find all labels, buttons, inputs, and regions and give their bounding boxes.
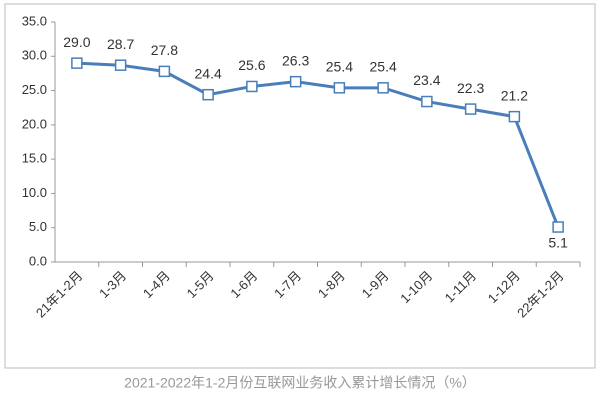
marker [114, 59, 127, 71]
y-tick-label: 0.0 [29, 253, 47, 268]
data-label: 23.4 [413, 72, 440, 88]
y-tick-label: 35.0 [22, 13, 47, 28]
data-label: 25.4 [326, 59, 353, 75]
data-label: 25.4 [370, 59, 397, 75]
y-tick-label: 20.0 [22, 116, 47, 131]
marker [421, 95, 433, 108]
data-label: 5.1 [548, 235, 568, 251]
marker [71, 57, 83, 69]
data-label: 29.0 [63, 34, 90, 50]
y-tick-label: 25.0 [22, 82, 47, 97]
chart-title: 2021-2022年1-2月份互联网业务收入累计增长情况（%） [124, 375, 476, 391]
y-tick-label: 15.0 [22, 151, 47, 166]
marker [552, 221, 564, 233]
marker [246, 80, 258, 93]
data-label: 28.7 [107, 36, 134, 52]
data-label: 26.3 [282, 52, 309, 68]
marker [289, 75, 302, 88]
marker [377, 82, 389, 94]
data-label: 21.2 [501, 87, 528, 103]
data-label: 27.8 [151, 42, 178, 58]
line [76, 61, 560, 228]
y-tick-label: 10.0 [22, 185, 47, 200]
data-label: 25.6 [238, 57, 265, 73]
marker [464, 103, 477, 115]
marker [508, 110, 521, 123]
data-label: 24.4 [195, 65, 222, 81]
marker [333, 82, 346, 94]
y-tick-label: 30.0 [22, 48, 47, 63]
data-label: 22.3 [457, 80, 484, 96]
marker [202, 88, 214, 101]
y-tick-label: 5.0 [29, 219, 47, 234]
marker [158, 65, 171, 78]
